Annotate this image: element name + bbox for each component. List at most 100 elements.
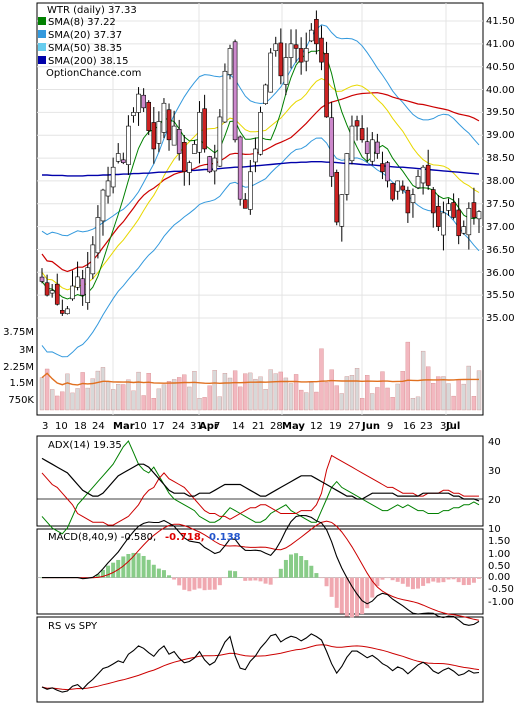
volume-bar bbox=[141, 395, 146, 411]
candle-body bbox=[131, 112, 136, 116]
macd-histogram-bar bbox=[355, 577, 360, 617]
volume-bar bbox=[365, 375, 370, 411]
adx-tick: 10 bbox=[488, 524, 501, 535]
price-tick: 36.00 bbox=[486, 268, 515, 279]
candlesticks bbox=[39, 10, 482, 316]
candle-body bbox=[461, 226, 467, 234]
volume-bar bbox=[44, 368, 50, 411]
candle-body bbox=[95, 217, 101, 254]
candle-body bbox=[334, 172, 340, 223]
date-tick: 18 bbox=[74, 421, 87, 432]
price-tick: 38.00 bbox=[486, 176, 515, 187]
volume-bar bbox=[110, 389, 116, 411]
candle-body bbox=[405, 189, 411, 214]
volume-bar bbox=[436, 376, 441, 411]
date-tick-month: May bbox=[282, 421, 305, 432]
macd-histogram-bar bbox=[365, 577, 370, 609]
candle-body bbox=[273, 43, 279, 51]
adx-lines bbox=[37, 440, 483, 535]
volume-average-line bbox=[41, 372, 479, 386]
candle-body bbox=[90, 244, 96, 275]
candle-body bbox=[253, 148, 258, 163]
candle-body bbox=[263, 84, 268, 104]
macd-histogram-bar bbox=[299, 556, 304, 578]
volume-bar bbox=[385, 387, 390, 411]
macd-histogram-bar bbox=[263, 577, 268, 584]
macd-axis: 1.50 1.00 0.50 0.00 -0.50 -1.00 bbox=[488, 536, 514, 608]
macd-histogram-bar bbox=[390, 577, 395, 581]
candle-body bbox=[176, 128, 182, 154]
macd-histogram-bar bbox=[451, 577, 456, 580]
candle-body bbox=[385, 162, 390, 182]
adx-label: ADX(14) 19.35 bbox=[48, 440, 122, 451]
volume-bar bbox=[268, 369, 273, 411]
volume-bar bbox=[476, 370, 482, 411]
candle-body bbox=[156, 121, 162, 144]
candle-body bbox=[359, 128, 365, 141]
candle-body bbox=[415, 176, 421, 189]
volume-bar bbox=[405, 341, 411, 411]
macd-histogram-bar bbox=[177, 577, 182, 586]
price-tick: 40.50 bbox=[486, 62, 515, 73]
candle-body bbox=[446, 203, 451, 211]
macd-tick: -0.50 bbox=[488, 584, 514, 595]
macd-histogram-bar bbox=[268, 577, 273, 585]
legend-swatch-sma200 bbox=[38, 56, 46, 64]
date-tick: 31 bbox=[190, 421, 203, 432]
macd-tick: 0.50 bbox=[488, 561, 510, 572]
volume-bar bbox=[415, 396, 421, 411]
macd-histogram-bar bbox=[106, 565, 111, 578]
adx-tick: 30 bbox=[488, 466, 501, 477]
minus-di-line bbox=[41, 454, 479, 526]
watermark: OptionChance.com bbox=[46, 68, 141, 79]
candle-body bbox=[369, 139, 375, 162]
macd-histogram-bar bbox=[375, 577, 380, 587]
candle-body bbox=[425, 164, 431, 186]
date-tick: 10 bbox=[134, 421, 147, 432]
volume-bar bbox=[273, 373, 278, 411]
macd-histogram-bar bbox=[426, 577, 431, 584]
candle-body bbox=[232, 41, 238, 141]
bollinger-upper-line bbox=[41, 24, 480, 237]
volume-bar bbox=[171, 379, 177, 411]
candle-body bbox=[329, 117, 334, 177]
macd-histogram-bar bbox=[172, 577, 177, 580]
macd-histogram-bar bbox=[217, 577, 222, 586]
candle-body bbox=[54, 283, 60, 305]
macd-signal-value: -0.718, bbox=[165, 532, 205, 543]
volume-bar bbox=[243, 373, 248, 411]
macd-histogram-bar bbox=[431, 577, 436, 582]
macd-histogram-bar bbox=[121, 556, 126, 578]
macd-histogram-bar bbox=[202, 577, 207, 591]
macd-histogram-bar bbox=[416, 577, 421, 589]
macd-histogram-bar bbox=[116, 559, 121, 578]
candle-body bbox=[70, 285, 75, 300]
macd-histogram-bar bbox=[167, 575, 172, 578]
price-axis: 41.50 41.00 40.50 40.00 39.50 39.00 38.5… bbox=[486, 16, 515, 324]
candle-body bbox=[171, 125, 177, 146]
candle-body bbox=[258, 112, 263, 155]
volume-bar bbox=[253, 378, 258, 411]
candle-body bbox=[314, 19, 319, 45]
date-tick: 21 bbox=[252, 421, 265, 432]
candle-body bbox=[85, 267, 91, 303]
legend-swatch-sma8 bbox=[38, 17, 46, 25]
date-tick: 7 bbox=[214, 421, 220, 432]
macd-histogram-bar bbox=[187, 577, 192, 592]
macd-histogram-bar bbox=[319, 577, 324, 579]
macd-histogram-bar bbox=[405, 577, 410, 587]
volume-bar bbox=[85, 387, 90, 411]
macd-tick: 1.00 bbox=[488, 549, 510, 560]
volume-bar bbox=[263, 389, 268, 411]
macd-histogram-bar bbox=[360, 577, 365, 615]
volume-bar bbox=[471, 396, 477, 411]
candle-body bbox=[202, 108, 207, 150]
volume-bar bbox=[75, 388, 80, 411]
chart-title: WTR (daily) 37.33 bbox=[47, 5, 137, 16]
macd-histogram-bar bbox=[339, 577, 344, 614]
candle-body bbox=[100, 189, 106, 222]
date-tick-month: Mar bbox=[113, 421, 135, 432]
rs-label: RS vs SPY bbox=[48, 621, 98, 632]
candle-body bbox=[293, 44, 299, 49]
macd-tick: -1.00 bbox=[488, 597, 514, 608]
